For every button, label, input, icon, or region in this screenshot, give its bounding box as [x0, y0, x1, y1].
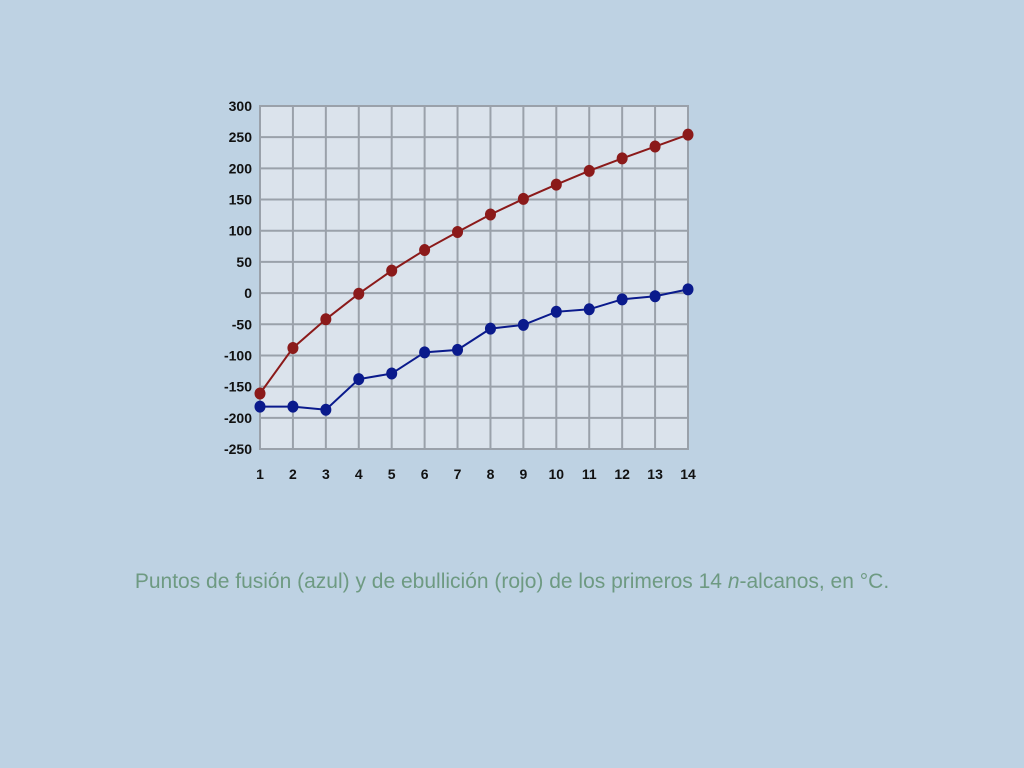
- y-tick-label: 300: [229, 98, 253, 114]
- x-tick-label: 11: [582, 466, 597, 482]
- y-tick-label: 100: [229, 223, 253, 239]
- grid: [259, 105, 689, 450]
- data-point: [386, 264, 398, 277]
- x-tick-label: 8: [487, 466, 495, 482]
- data-point: [616, 152, 628, 165]
- y-tick-label: 250: [229, 129, 253, 145]
- x-tick-label: 5: [388, 466, 396, 482]
- x-tick-label: 7: [454, 466, 462, 482]
- data-point: [517, 318, 529, 331]
- y-tick-label: 50: [236, 254, 252, 270]
- data-point: [254, 400, 266, 413]
- data-point: [452, 343, 464, 356]
- data-point: [419, 244, 431, 257]
- x-axis-tick-labels: 1 2 3 4 5 6 7 8 9 10 11 12 13 14: [256, 466, 696, 482]
- caption-text-start: Puntos de fusión (azul) y de ebullición …: [134, 570, 728, 593]
- data-point: [353, 287, 365, 300]
- data-point: [649, 290, 661, 303]
- x-tick-label: 10: [549, 466, 565, 482]
- y-tick-label: -50: [232, 316, 252, 332]
- series-0: [254, 128, 694, 400]
- x-tick-label: 14: [680, 466, 696, 482]
- x-tick-label: 9: [519, 466, 527, 482]
- x-tick-label: 1: [256, 466, 264, 482]
- caption-unit: °C.: [859, 570, 890, 593]
- data-point: [517, 192, 529, 205]
- x-tick-label: 12: [614, 466, 630, 482]
- x-tick-label: 2: [289, 466, 297, 482]
- data-point: [287, 400, 299, 413]
- x-tick-label: 6: [421, 466, 429, 482]
- figure-caption: Puntos de fusión (azul) y de ebullición …: [0, 570, 1024, 594]
- data-point: [682, 128, 694, 141]
- data-point: [254, 387, 266, 400]
- y-axis-tick-labels: 300 250 200 150 100 50 0 -50 -100 -150 -200 -250: [224, 98, 252, 457]
- series-1: [254, 283, 694, 416]
- y-tick-label: -100: [224, 347, 252, 363]
- series-line: [259, 133, 689, 395]
- y-tick-label: -250: [224, 441, 252, 457]
- x-tick-label: 4: [355, 466, 363, 482]
- y-tick-label: 200: [229, 160, 253, 176]
- data-point: [419, 346, 431, 359]
- data-point: [649, 140, 661, 153]
- y-tick-label: -150: [224, 379, 252, 395]
- data-point: [616, 293, 628, 306]
- data-point: [583, 303, 595, 316]
- data-point: [287, 341, 299, 354]
- data-point: [550, 305, 562, 318]
- series-group: [254, 128, 694, 416]
- data-point: [320, 313, 332, 326]
- caption-text-middle: -alcanos, en: [739, 570, 860, 593]
- caption-italic-n: n: [727, 570, 740, 593]
- data-point: [386, 367, 398, 380]
- y-tick-label: 0: [244, 285, 252, 301]
- plot-area: [259, 105, 689, 450]
- x-tick-label: 3: [322, 466, 330, 482]
- series-line: [260, 288, 689, 411]
- data-point: [484, 322, 496, 335]
- data-point: [583, 164, 595, 177]
- y-tick-label: -200: [224, 410, 252, 426]
- y-tick-label: 150: [229, 192, 253, 208]
- data-point: [550, 178, 562, 191]
- data-point: [320, 403, 332, 416]
- data-point: [452, 225, 464, 238]
- data-point: [682, 283, 694, 296]
- x-tick-label: 13: [647, 466, 663, 482]
- data-point: [484, 208, 496, 221]
- data-point: [353, 373, 365, 386]
